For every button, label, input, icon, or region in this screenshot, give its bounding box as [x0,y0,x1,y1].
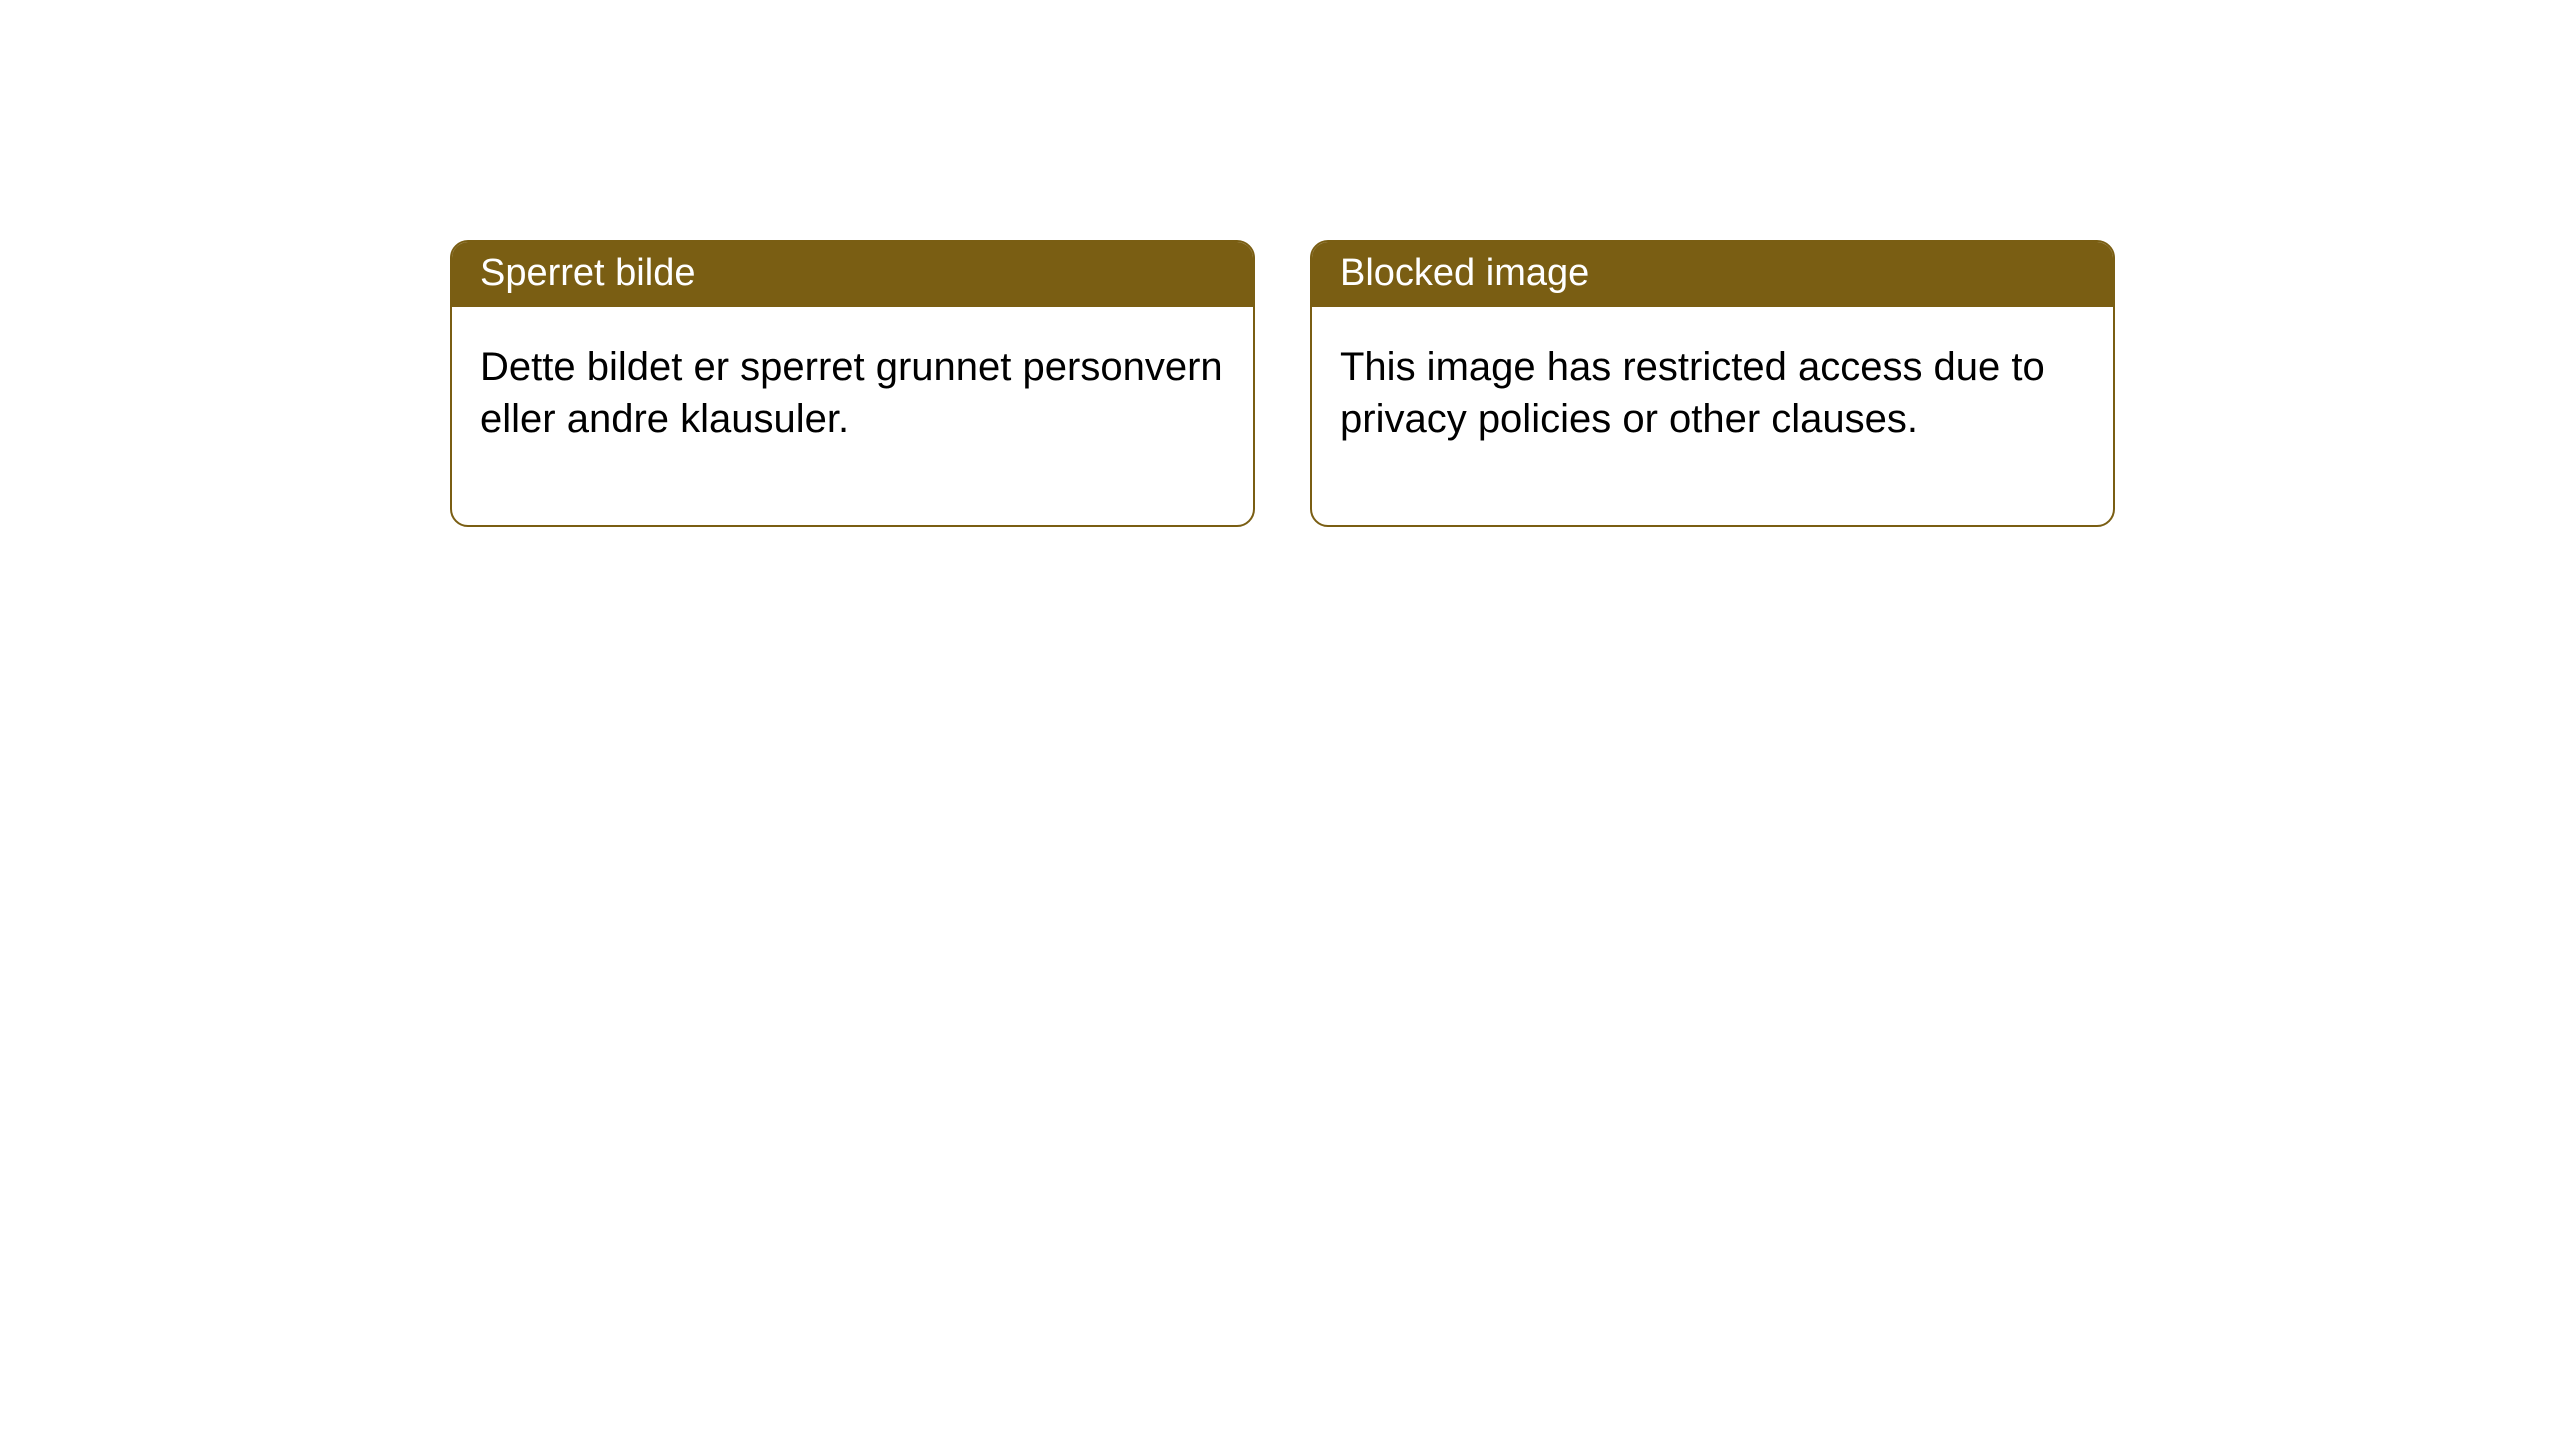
card-header-en: Blocked image [1312,242,2113,307]
card-body-en: This image has restricted access due to … [1312,307,2113,525]
card-header-no: Sperret bilde [452,242,1253,307]
blocked-image-notices: Sperret bilde Dette bildet er sperret gr… [0,0,2560,527]
blocked-image-card-en: Blocked image This image has restricted … [1310,240,2115,527]
card-body-no: Dette bildet er sperret grunnet personve… [452,307,1253,525]
blocked-image-card-no: Sperret bilde Dette bildet er sperret gr… [450,240,1255,527]
